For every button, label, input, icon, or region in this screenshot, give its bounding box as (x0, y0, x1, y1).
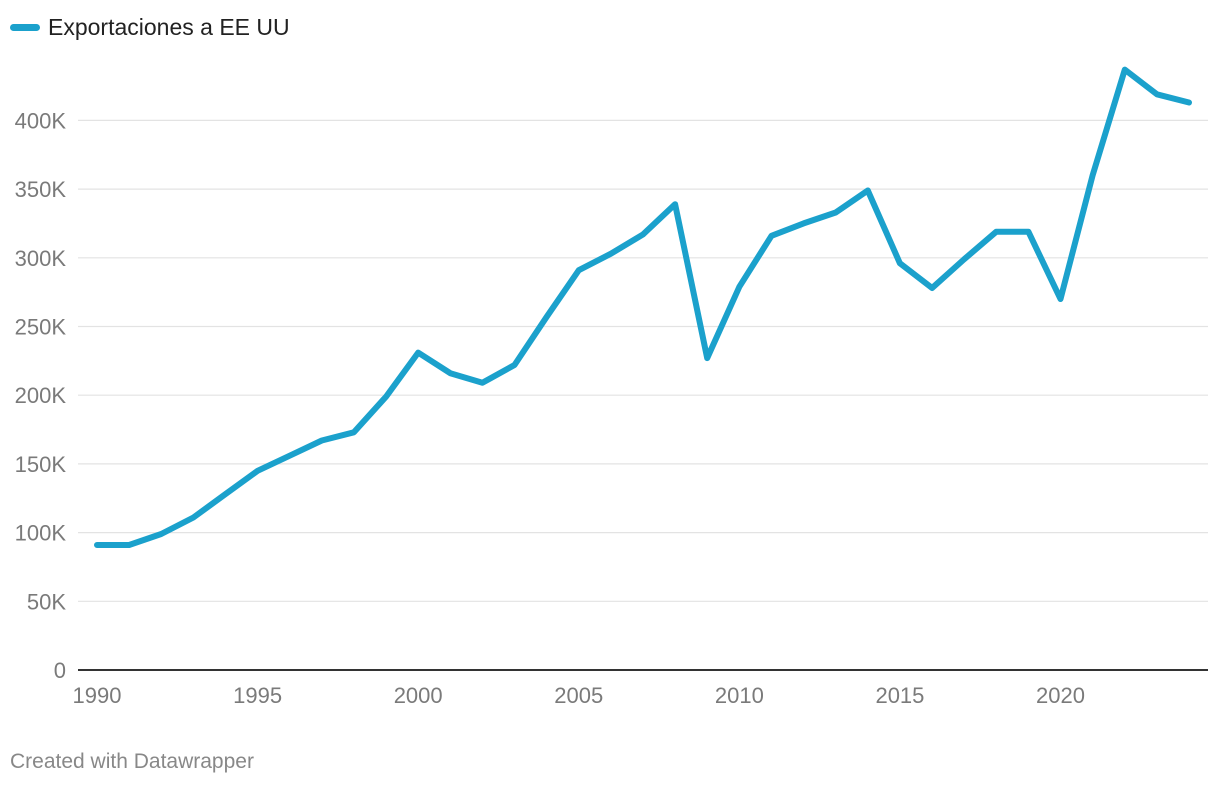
y-tick-label: 300K (15, 246, 67, 271)
x-tick-label: 1990 (73, 683, 122, 708)
y-tick-label: 150K (15, 452, 67, 477)
legend: Exportaciones a EE UU (10, 14, 290, 41)
y-tick-label: 350K (15, 177, 67, 202)
legend-label: Exportaciones a EE UU (48, 14, 290, 40)
x-tick-label: 2000 (394, 683, 443, 708)
x-tick-label: 2005 (554, 683, 603, 708)
x-tick-label: 1995 (233, 683, 282, 708)
y-tick-label: 100K (15, 521, 67, 546)
y-tick-label: 50K (27, 589, 66, 614)
y-tick-label: 250K (15, 315, 67, 340)
y-tick-label: 0 (54, 658, 66, 683)
y-axis-ticks: 0 50K 100K 150K 200K 250K 300K 350K 400K (15, 108, 67, 683)
series-layer (94, 66, 1192, 548)
x-tick-label: 2015 (875, 683, 924, 708)
series-line (94, 66, 1192, 548)
x-tick-label: 2020 (1036, 683, 1085, 708)
x-tick-label: 2010 (715, 683, 764, 708)
legend-swatch-icon (10, 24, 40, 31)
x-axis-ticks: 1990 1995 2000 2005 2010 2015 2020 (73, 683, 1085, 708)
credit-text: Created with Datawrapper (10, 750, 254, 773)
y-tick-label: 400K (15, 108, 67, 133)
y-tick-label: 200K (15, 383, 67, 408)
gridlines (78, 119, 1208, 602)
